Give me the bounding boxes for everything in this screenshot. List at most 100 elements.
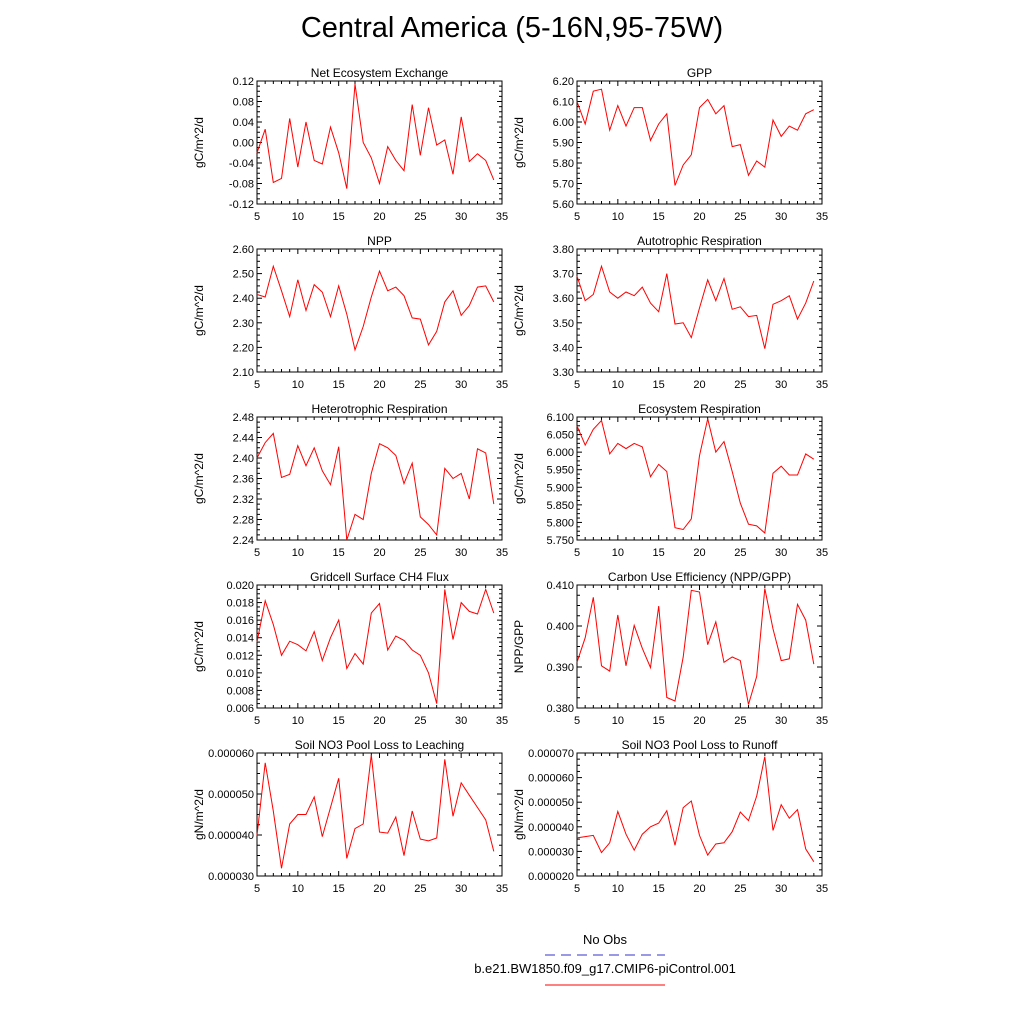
y-tick-label: 0.000030	[208, 871, 254, 883]
y-tick-label: 5.70	[553, 179, 574, 191]
y-tick-label: 3.70	[553, 269, 574, 281]
y-tick-label: 6.100	[546, 412, 574, 424]
y-tick-label: 0.012	[226, 650, 254, 662]
x-tick-label: 10	[612, 379, 624, 391]
legend-obs-label: No Obs	[582, 932, 628, 947]
y-tick-label: 0.000040	[528, 822, 574, 834]
panel-autotrophic-respiration: 5 10 15 20 25 30 35 3.30 3.40 3.50 3.60 3.70 3.80 Aut…	[512, 234, 828, 391]
panel-title: Gridcell Surface CH4 Flux	[310, 570, 449, 584]
y-tick-label: 2.48	[233, 412, 254, 424]
x-tick-label: 15	[653, 883, 665, 895]
y-tick-label: -0.04	[229, 158, 254, 170]
y-tick-label: 2.40	[233, 453, 254, 465]
x-tick-label: 30	[455, 547, 467, 559]
x-tick-label: 20	[693, 211, 705, 223]
y-tick-label: 5.850	[546, 500, 574, 512]
y-tick-label: 2.36	[233, 474, 254, 486]
x-tick-label: 10	[612, 211, 624, 223]
y-tick-label: 0.000040	[208, 830, 254, 842]
y-tick-label: 5.950	[546, 465, 574, 477]
series-line-autotrophic-respiration	[576, 264, 815, 349]
x-tick-label: 5	[574, 211, 580, 223]
y-tick-label: 0.390	[546, 662, 574, 674]
y-tick-label: 2.10	[233, 367, 254, 379]
y-axis-label: gC/m^2/d	[512, 285, 526, 336]
x-tick-label: 10	[292, 379, 304, 391]
panel-npp: 5 10 15 20 25 30 35 2.10 2.20 2.30 2.40 2.50 2.60 NPP…	[192, 234, 508, 391]
y-tick-label: 5.80	[553, 158, 574, 170]
y-tick-label: 0.018	[226, 598, 254, 610]
y-tick-label: 0.000030	[528, 846, 574, 858]
x-tick-label: 35	[496, 547, 508, 559]
panel-title: Net Ecosystem Exchange	[311, 66, 449, 80]
x-tick-label: 25	[734, 883, 746, 895]
x-tick-label: 5	[574, 379, 580, 391]
figure-title: Central America (5-16N,95-75W)	[300, 12, 724, 44]
x-tick-label: 15	[333, 379, 345, 391]
panel-gridcell-surface-ch4-flux: 5 10 15 20 25 30 35 0.006 0.008 0.010 0.012 0.014 0.…	[192, 570, 508, 727]
x-tick-label: 15	[653, 379, 665, 391]
x-tick-label: 35	[496, 379, 508, 391]
x-tick-label: 30	[775, 211, 787, 223]
plot-frame	[256, 416, 503, 541]
x-tick-label: 20	[373, 211, 385, 223]
x-tick-label: 5	[254, 547, 260, 559]
y-axis-label: gC/m^2/d	[192, 453, 206, 504]
x-tick-label: 30	[455, 883, 467, 895]
x-tick-label: 15	[333, 883, 345, 895]
panel-title: Heterotrophic Respiration	[311, 402, 447, 416]
panel-title: GPP	[687, 66, 712, 80]
x-tick-label: 20	[693, 715, 705, 727]
y-tick-label: 3.50	[553, 318, 574, 330]
x-tick-label: 35	[816, 715, 828, 727]
y-tick-label: 2.30	[233, 318, 254, 330]
x-tick-label: 5	[574, 715, 580, 727]
x-tick-label: 25	[414, 211, 426, 223]
x-tick-label: 10	[292, 547, 304, 559]
y-axis-label: gC/m^2/d	[192, 285, 206, 336]
panel-soil-no3-pool-loss-to-leaching: 5 10 15 20 25 30 35 0.000030 0.000040 0.000050 0.0…	[192, 738, 508, 895]
y-tick-label: 0.016	[226, 615, 254, 627]
series-line-carbon-use-efficiency-npp-gpp	[576, 588, 815, 705]
x-tick-label: 5	[574, 547, 580, 559]
panel-title: Ecosystem Respiration	[638, 402, 761, 416]
x-tick-label: 30	[455, 379, 467, 391]
x-tick-label: 35	[816, 547, 828, 559]
y-tick-label: 5.90	[553, 138, 574, 150]
panel-soil-no3-pool-loss-to-runoff: 5 10 15 20 25 30 35 0.000020 0.000030 0.000040 0.0…	[512, 738, 828, 895]
y-tick-label: 2.20	[233, 342, 254, 354]
panel-title: Carbon Use Efficiency (NPP/GPP)	[608, 570, 791, 584]
series-line-net-ecosystem-exchange	[256, 84, 495, 189]
y-tick-label: 0.000050	[528, 797, 574, 809]
x-tick-label: 25	[734, 379, 746, 391]
x-tick-label: 25	[414, 715, 426, 727]
y-tick-label: 2.50	[233, 269, 254, 281]
panel-title: NPP	[367, 234, 392, 248]
x-tick-label: 30	[775, 547, 787, 559]
x-tick-label: 30	[455, 211, 467, 223]
y-tick-label: 3.40	[553, 342, 574, 354]
series-line-ecosystem-respiration	[576, 418, 815, 534]
x-tick-label: 30	[775, 715, 787, 727]
y-tick-label: 0.000020	[528, 871, 574, 883]
y-tick-label: 2.60	[233, 244, 254, 256]
y-axis-label: gC/m^2/d	[192, 621, 206, 672]
x-tick-label: 25	[734, 715, 746, 727]
y-tick-label: 5.750	[546, 535, 574, 547]
series-line-gridcell-surface-ch4-flux	[256, 587, 495, 704]
series-line-npp	[256, 264, 495, 352]
x-tick-label: 15	[653, 211, 665, 223]
y-tick-label: 0.08	[233, 97, 254, 109]
x-tick-label: 10	[612, 547, 624, 559]
y-tick-label: 0.00	[233, 138, 254, 150]
y-tick-label: 5.900	[546, 482, 574, 494]
panel-carbon-use-efficiency-npp-gpp: 5 10 15 20 25 30 35 0.380 0.390 0.400 0.410 Carbon …	[512, 570, 828, 727]
x-tick-label: 10	[612, 715, 624, 727]
x-tick-label: 30	[775, 883, 787, 895]
panel-gpp: 5 10 15 20 25 30 35 5.60 5.70 5.80 5.90 6.00 6.10 6.2…	[512, 66, 828, 223]
x-tick-label: 5	[254, 883, 260, 895]
y-tick-label: 3.80	[553, 244, 574, 256]
panel-ecosystem-respiration: 5 10 15 20 25 30 35 5.750 5.800 5.850 5.900 5.950 6.…	[512, 402, 828, 559]
x-tick-label: 10	[292, 883, 304, 895]
y-axis-label: gC/m^2/d	[512, 117, 526, 168]
